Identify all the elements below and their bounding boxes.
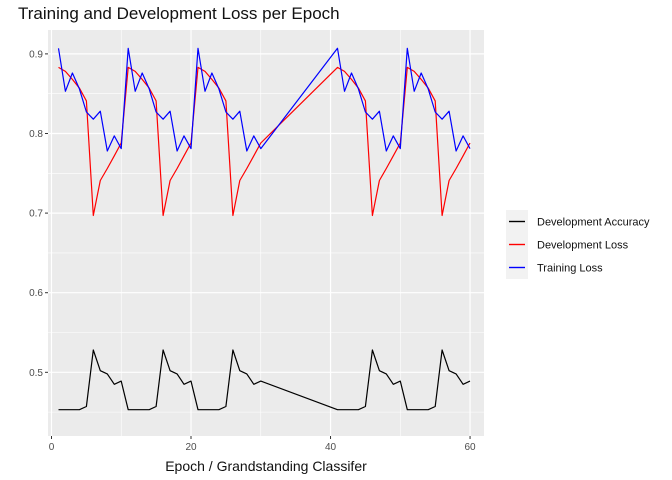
- legend-label: Training Loss: [537, 263, 603, 275]
- chart-title: Training and Development Loss per Epoch: [18, 4, 340, 23]
- legend-label: Development Accuracy: [537, 217, 650, 229]
- y-tick-label: 0.9: [29, 49, 43, 60]
- x-tick-label: 0: [49, 442, 55, 453]
- legend: Development Accuracy Development Loss Trai…: [506, 210, 650, 279]
- legend-label: Development Loss: [537, 240, 629, 252]
- x-tick-label: 40: [325, 442, 337, 453]
- y-tick-label: 0.8: [29, 129, 43, 140]
- series-line-development-loss: [58, 66, 471, 217]
- series-line-training-loss: [57, 47, 471, 152]
- y-tick-label: 0.6: [29, 288, 43, 299]
- axis-layer: 0 20 40 60 0.5 0.6 0.7 0.8 0.9 Epoch / Grandstand…: [29, 49, 476, 474]
- y-tick-label: 0.7: [29, 209, 43, 220]
- y-tick-label: 0.5: [29, 368, 43, 379]
- plot-panel: [48, 30, 484, 436]
- x-axis-title: Epoch / Grandstanding Classifer: [165, 458, 367, 474]
- series-layer: [57, 47, 471, 411]
- panel-background: [48, 30, 484, 436]
- series-line-development-accuracy: [58, 349, 471, 411]
- x-tick-label: 20: [185, 442, 197, 453]
- x-tick-label: 60: [464, 442, 476, 453]
